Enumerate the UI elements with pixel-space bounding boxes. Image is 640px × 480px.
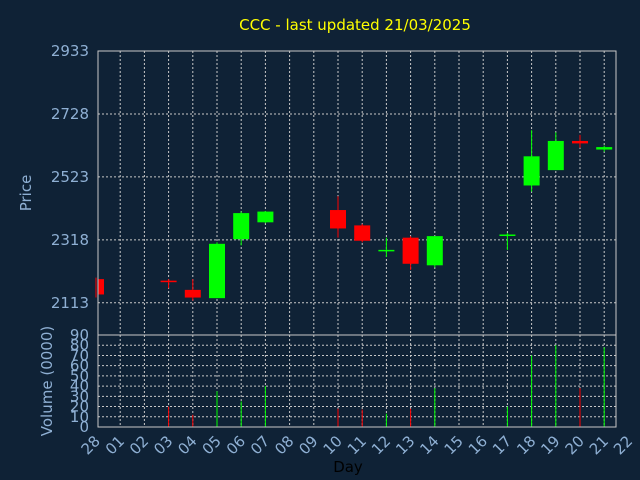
candle-10 <box>330 196 346 238</box>
candle-body <box>596 147 613 150</box>
candle-body <box>257 211 274 223</box>
candle-17 <box>499 233 516 250</box>
x-tick-label: 16 <box>465 432 491 458</box>
x-tick-label: 15 <box>441 432 467 458</box>
volume-tick-label: 40 <box>70 377 89 395</box>
candle-13 <box>402 236 419 270</box>
volume-tick-label: 0 <box>79 418 89 436</box>
candle-12 <box>378 237 395 258</box>
price-grid <box>98 50 616 335</box>
volume-tick-label: 90 <box>70 326 89 344</box>
candle-body <box>184 289 201 298</box>
price-tick-label: 2523 <box>51 168 89 186</box>
candle-05 <box>209 242 225 299</box>
x-tick-label: 10 <box>320 432 346 458</box>
x-tick-label: 22 <box>610 432 636 458</box>
x-axis-ticks: 2801020304050607080910111213141516171819… <box>78 432 637 458</box>
volume-tick-label: 50 <box>70 367 89 385</box>
x-tick-label: 07 <box>247 432 273 458</box>
x-tick-label: 20 <box>562 432 588 458</box>
volume-tick-label: 70 <box>70 346 89 364</box>
candle-21 <box>596 145 613 152</box>
x-tick-label: 11 <box>344 432 370 458</box>
x-tick-label: 17 <box>489 432 515 458</box>
price-axis-ticks: 2113 2318 2523 2728 2933 <box>51 42 89 312</box>
price-tick-label: 2318 <box>51 231 89 249</box>
volume-grid <box>98 334 616 428</box>
price-plot-frame <box>97 50 617 336</box>
candle-body <box>98 279 104 295</box>
x-tick-label: 01 <box>102 432 128 458</box>
x-tick-label: 06 <box>223 432 249 458</box>
candle-body <box>160 280 177 283</box>
candle-body <box>426 236 443 266</box>
volume-tick-label: 80 <box>70 336 89 354</box>
candle-28 <box>95 277 104 298</box>
x-tick-label: 18 <box>513 432 539 458</box>
volume-tick-label: 30 <box>70 387 89 405</box>
x-tick-label: 08 <box>271 432 297 458</box>
x-tick-label: 05 <box>199 432 225 458</box>
candle-body <box>547 140 564 171</box>
candle-body <box>330 210 346 229</box>
x-tick-label: 02 <box>126 432 152 458</box>
candle-body <box>523 156 540 186</box>
volume-tick-label: 20 <box>70 398 89 416</box>
x-tick-label: 28 <box>78 432 104 458</box>
candle-07 <box>257 210 274 224</box>
price-tick-label: 2113 <box>51 294 89 312</box>
candle-body <box>209 243 225 299</box>
x-tick-label: 21 <box>586 432 612 458</box>
candle-14 <box>426 236 443 268</box>
x-tick-label: 09 <box>295 432 321 458</box>
x-tick-label: 14 <box>416 432 442 458</box>
volume-bars-layer <box>168 345 605 427</box>
candle-04 <box>184 279 201 301</box>
x-tick-label: 04 <box>174 432 200 458</box>
volume-plot-frame <box>97 334 617 428</box>
candle-body <box>402 237 419 264</box>
volume-tick-label: 10 <box>70 408 89 426</box>
volume-axis-label: Volume (0000) <box>38 326 56 436</box>
candle-06 <box>233 211 250 246</box>
candle-03 <box>160 279 177 289</box>
candles-layer <box>95 130 613 301</box>
candle-19 <box>547 132 564 171</box>
price-axis-label: Price <box>17 175 35 212</box>
x-axis-label: Day <box>333 458 363 476</box>
candle-body <box>354 225 371 241</box>
candle-body <box>572 140 588 144</box>
x-tick-label: 19 <box>537 432 563 458</box>
x-tick-label: 12 <box>368 432 394 458</box>
volume-tick-label: 60 <box>70 357 89 375</box>
price-tick-label: 2933 <box>51 42 89 60</box>
x-tick-label: 03 <box>150 432 176 458</box>
candle-11 <box>354 223 371 243</box>
x-tick-label: 13 <box>392 432 418 458</box>
chart-title: CCC - last updated 21/03/2025 <box>239 16 471 34</box>
candle-18 <box>523 130 540 192</box>
price-tick-label: 2728 <box>51 105 89 123</box>
candle-body <box>233 213 250 240</box>
candle-20 <box>572 134 588 148</box>
